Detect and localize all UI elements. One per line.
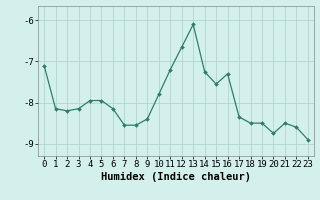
X-axis label: Humidex (Indice chaleur): Humidex (Indice chaleur) xyxy=(101,172,251,182)
